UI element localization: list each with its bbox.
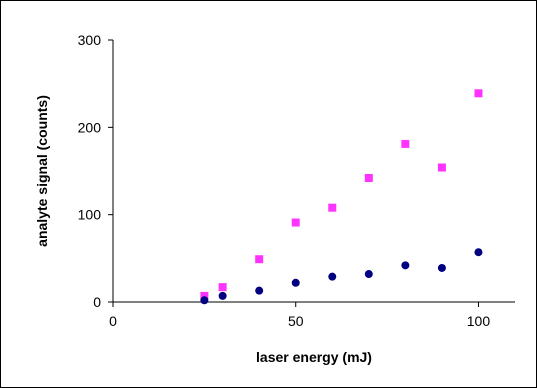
data-point-circle — [218, 291, 227, 300]
x-axis-ticks: 0 50 100 — [109, 302, 490, 329]
y-tick-label: 300 — [78, 32, 102, 48]
axes — [112, 40, 515, 303]
x-tick-label: 100 — [467, 313, 491, 329]
data-point-square — [364, 173, 373, 182]
data-point-square — [437, 163, 446, 172]
data-point-square — [255, 255, 264, 264]
data-point-circle — [328, 272, 337, 281]
x-tick-label: 50 — [288, 313, 304, 329]
y-tick-label: 100 — [78, 207, 102, 223]
data-point-square — [328, 203, 337, 212]
data-point-circle — [200, 296, 209, 305]
data-point-square — [218, 283, 227, 292]
y-tick-label: 0 — [93, 294, 101, 310]
data-points — [200, 89, 483, 305]
data-point-square — [200, 291, 209, 300]
y-axis-ticks: 0 100 200 300 — [78, 32, 113, 310]
data-point-circle — [255, 286, 264, 295]
data-point-square — [401, 139, 410, 148]
data-point-circle — [364, 270, 373, 279]
x-tick-label: 0 — [109, 313, 117, 329]
data-point-square — [474, 89, 483, 98]
data-point-circle — [401, 261, 410, 270]
data-point-square — [291, 218, 300, 227]
y-tick-label: 200 — [78, 119, 102, 135]
y-axis-title: analyte signal (counts) — [34, 95, 50, 247]
data-point-circle — [437, 263, 446, 272]
data-point-circle — [474, 248, 483, 257]
data-point-circle — [291, 278, 300, 287]
x-axis-title: laser energy (mJ) — [256, 349, 372, 365]
